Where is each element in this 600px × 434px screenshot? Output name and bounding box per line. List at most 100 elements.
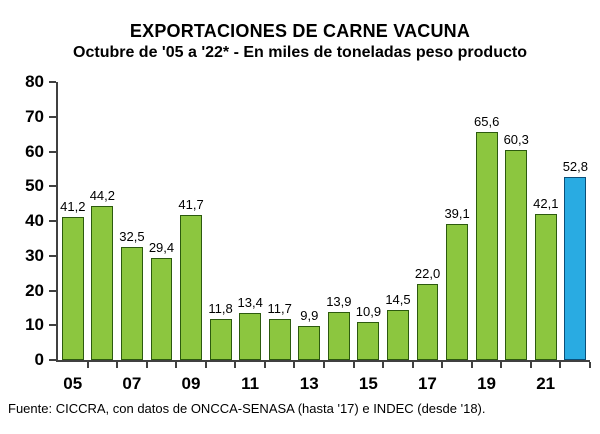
- x-tick-label: 11: [241, 374, 260, 393]
- x-axis-tick: [589, 362, 591, 368]
- y-axis-tick: [49, 185, 56, 188]
- bar-value-label: 11,8: [208, 301, 233, 316]
- bar-value-label: 52,8: [562, 158, 588, 174]
- bar: [180, 215, 202, 360]
- bar-category: 14,5: [383, 82, 413, 360]
- x-axis-tick: [323, 362, 325, 368]
- bar-value-label: 11,7: [267, 301, 292, 317]
- x-tick-label: 17: [417, 374, 437, 393]
- bar: [239, 313, 262, 360]
- bar: [534, 213, 557, 360]
- bar-category: 65,6: [472, 82, 502, 360]
- bar: [505, 150, 528, 360]
- bar-value-label: 9,9: [300, 307, 319, 323]
- x-axis-tick: [145, 362, 148, 368]
- x-axis-tick: [352, 362, 355, 368]
- y-tick-label: 50: [25, 176, 44, 196]
- x-axis-tick: [470, 362, 473, 368]
- x-axis-tick: [204, 362, 207, 368]
- bar: [268, 319, 291, 360]
- x-axis-tick: [116, 362, 119, 368]
- y-tick-label: 20: [25, 280, 44, 300]
- bar-value-label: 42,1: [533, 195, 559, 211]
- bar-category: 9,9: [295, 82, 325, 360]
- plot-area: 0 10 20 30 40 50 60 70 80 41,2 44,2 32,5 29,4 41,7 11,…: [25, 73, 591, 393]
- bar-category: 41,7: [176, 82, 206, 360]
- y-axis-tick: [49, 324, 56, 327]
- bar-value-label: 32,5: [119, 229, 145, 245]
- x-axis-tick: [529, 362, 532, 368]
- y-tick-label: 60: [25, 141, 44, 161]
- y-axis-tick: [49, 115, 56, 118]
- x-axis-tick: [234, 362, 237, 368]
- bar-category: 13,4: [235, 82, 265, 360]
- bar: [150, 257, 173, 360]
- x-tick-label: 13: [299, 374, 319, 393]
- x-axis-tick: [559, 362, 562, 368]
- bar-value-label: 44,2: [89, 188, 115, 204]
- highlight-bar: [564, 176, 587, 360]
- y-axis-tick: [49, 81, 56, 83]
- x-axis-tick: [86, 362, 89, 368]
- y-tick-label: 40: [25, 211, 44, 230]
- bar-value-label: 14,5: [385, 291, 411, 307]
- bar: [416, 283, 439, 360]
- bar-category: 13,9: [324, 82, 354, 360]
- bar-category: 32,5: [117, 82, 147, 360]
- y-axis-tick: [49, 359, 56, 361]
- y-tick-label: 10: [25, 315, 44, 335]
- source-note: Fuente: CICCRA, con datos de ONCCA-SENAS…: [8, 401, 486, 416]
- bar-category: 52,8: [561, 82, 591, 360]
- bar-value-label: 60,3: [503, 132, 529, 148]
- chart-title: EXPORTACIONES DE CARNE VACUNA: [129, 21, 471, 41]
- bar: [357, 322, 380, 360]
- bar: [120, 247, 143, 360]
- x-tick-label: 15: [358, 374, 378, 393]
- bar-value-label: 22,0: [414, 265, 441, 281]
- bar: [475, 132, 498, 360]
- bar: [327, 311, 350, 360]
- bar: [61, 216, 84, 360]
- bar-category: 29,4: [147, 82, 177, 360]
- x-axis-tick: [500, 362, 503, 368]
- y-tick-label: 80: [25, 72, 44, 91]
- bar-value-label: 10,9: [355, 304, 382, 320]
- bar-category: 11,7: [265, 82, 295, 360]
- bars-group: 41,2 44,2 32,5 29,4 41,7 11,8 13,4 11,7 9,9 13,9 1…: [58, 82, 590, 360]
- bar-category: 11,8: [206, 82, 236, 360]
- bar-value-label: 39,1: [444, 206, 470, 222]
- x-axis-tick: [411, 362, 414, 368]
- x-axis-tick: [175, 362, 178, 368]
- bar-value-label: 29,4: [148, 239, 175, 255]
- bar-category: 60,3: [501, 82, 531, 360]
- bar-value-label: 41,7: [178, 197, 204, 213]
- bar-category: 41,2: [58, 82, 88, 360]
- x-axis-tick: [382, 362, 385, 368]
- y-axis-tick: [49, 220, 56, 222]
- bar: [387, 309, 409, 360]
- bar-category: 42,1: [531, 82, 561, 360]
- bar-value-label: 41,2: [60, 198, 86, 214]
- bar: [209, 319, 232, 360]
- bar-value-label: 13,4: [237, 295, 263, 311]
- x-axis-tick: [263, 362, 266, 368]
- x-tick-label: 07: [122, 374, 142, 393]
- x-tick-label: 09: [181, 374, 201, 393]
- bar-value-label: 65,6: [474, 114, 500, 130]
- chart-subtitle: Octubre de '05 a '22* - En miles de tone…: [73, 44, 527, 61]
- bar-value-label: 13,9: [326, 293, 352, 309]
- bar: [446, 224, 469, 360]
- bar-category: 22,0: [413, 82, 443, 360]
- bar-category: 44,2: [88, 82, 118, 360]
- y-tick-label: 0: [34, 350, 44, 369]
- y-tick-label: 70: [25, 106, 44, 126]
- y-axis-tick: [49, 254, 56, 257]
- y-tick-label: 30: [25, 245, 44, 265]
- x-tick-label: 21: [536, 374, 556, 393]
- y-axis-tick: [49, 150, 56, 153]
- x-axis-tick: [441, 362, 444, 368]
- x-tick-label: 05: [63, 374, 83, 393]
- bar-category: 10,9: [354, 82, 384, 360]
- y-axis-tick: [49, 289, 56, 292]
- x-tick-label: 19: [477, 374, 497, 393]
